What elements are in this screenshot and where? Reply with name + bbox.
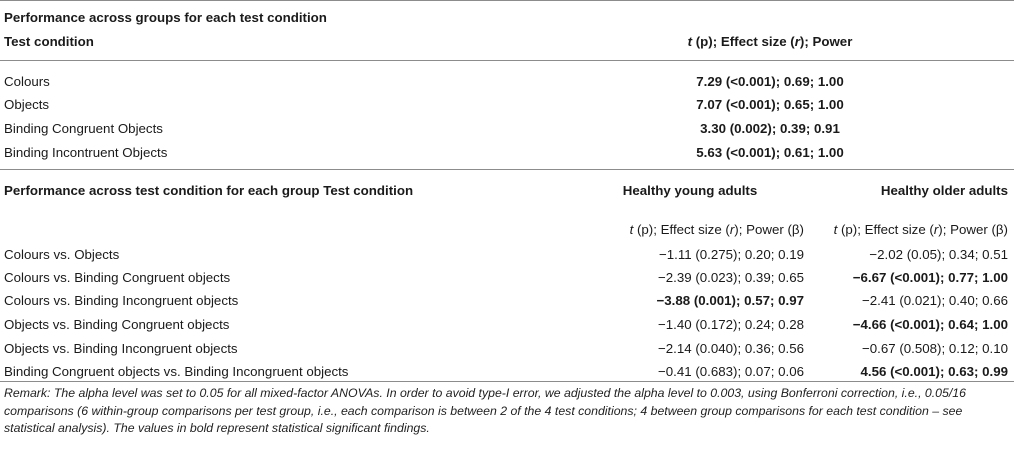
section2-row-older-value: −4.66 (<0.001); 0.64; 1.00 xyxy=(852,317,1008,332)
section2-row-young-value: −3.88 (0.001); 0.57; 0.97 xyxy=(656,293,804,308)
section1-col1-header: Test condition xyxy=(4,34,94,49)
group-young-header: Healthy young adults xyxy=(622,183,758,198)
section2-row-young-value: −1.11 (0.275); 0.20; 0.19 xyxy=(658,247,804,262)
section1-row-condition: Binding Congruent Objects xyxy=(4,121,163,136)
section2-row-condition: Colours vs. Binding Incongruent objects xyxy=(4,293,239,308)
section2-row-condition: Binding Congruent objects vs. Binding In… xyxy=(4,364,349,379)
section2-row-condition: Objects vs. Binding Incongruent objects xyxy=(4,341,238,356)
section-divider-rule xyxy=(0,169,1014,170)
older-subheader: t (p); Effect size (r); Power (β) xyxy=(833,222,1008,237)
section2-row-young-value: −0.41 (0.683); 0.07; 0.06 xyxy=(657,364,804,379)
group-older-header: Healthy older adults xyxy=(880,183,1008,198)
section2-row-condition: Colours vs. Binding Congruent objects xyxy=(4,270,231,285)
section2-row-older-value: 4.56 (<0.001); 0.63; 0.99 xyxy=(860,364,1008,379)
section1-row-value: 7.29 (<0.001); 0.69; 1.00 xyxy=(696,74,844,89)
section1-row-value: 3.30 (0.002); 0.39; 0.91 xyxy=(700,121,840,136)
table-remark: Remark: The alpha level was set to 0.05 … xyxy=(4,386,966,435)
section1-header-rule xyxy=(0,60,1014,61)
section2-row-condition: Colours vs. Objects xyxy=(4,247,120,262)
section1-row-value: 5.63 (<0.001); 0.61; 1.00 xyxy=(696,145,844,160)
section1-row-condition: Binding Incontruent Objects xyxy=(4,145,168,160)
section1-title: Performance across groups for each test … xyxy=(4,10,327,25)
section1-row-value: 7.07 (<0.001); 0.65; 1.00 xyxy=(696,97,844,112)
section2-row-young-value: −2.14 (0.040); 0.36; 0.56 xyxy=(657,341,804,356)
section2-row-older-value: −0.67 (0.508); 0.12; 0.10 xyxy=(861,341,1008,356)
section2-row-young-value: −2.39 (0.023); 0.39; 0.65 xyxy=(657,270,804,285)
section2-title: Performance across test condition for ea… xyxy=(4,183,414,198)
table-top-rule xyxy=(0,0,1014,1)
table-bottom-rule xyxy=(0,381,1014,382)
section2-row-condition: Objects vs. Binding Congruent objects xyxy=(4,317,230,332)
section1-row-condition: Objects xyxy=(4,97,50,112)
section2-row-older-value: −2.41 (0.021); 0.40; 0.66 xyxy=(861,293,1008,308)
young-subheader: t (p); Effect size (r); Power (β) xyxy=(629,222,804,237)
section2-row-young-value: −1.40 (0.172); 0.24; 0.28 xyxy=(657,317,804,332)
section2-row-older-value: −2.02 (0.05); 0.34; 0.51 xyxy=(869,247,1008,262)
section2-row-older-value: −6.67 (<0.001); 0.77; 1.00 xyxy=(852,270,1008,285)
section1-row-condition: Colours xyxy=(4,74,50,89)
section1-col2-header: t (p); Effect size (r); Power xyxy=(687,34,853,49)
